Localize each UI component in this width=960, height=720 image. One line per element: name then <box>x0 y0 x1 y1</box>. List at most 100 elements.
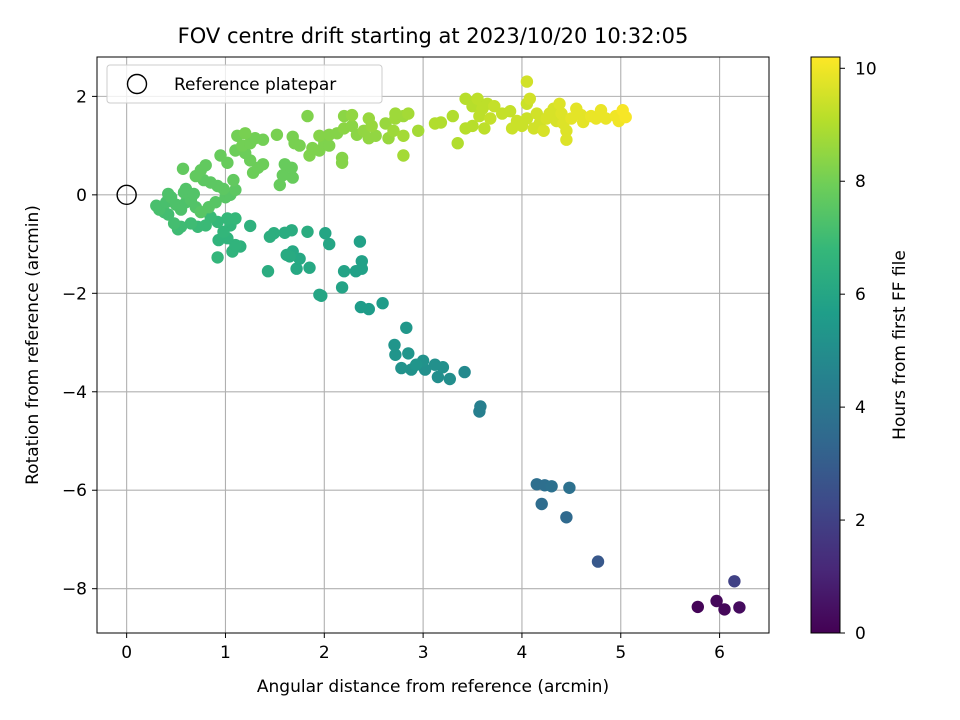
data-point <box>389 348 402 361</box>
data-points <box>150 75 746 616</box>
y-tick-label: 0 <box>76 186 87 206</box>
data-point <box>303 261 316 274</box>
reference-marker-group <box>116 184 137 206</box>
data-point <box>503 105 517 118</box>
colorbar-ticks: 0 2 4 6 8 10 <box>840 59 877 644</box>
data-point <box>591 555 605 568</box>
data-point <box>209 196 222 209</box>
data-point <box>400 321 413 334</box>
data-point <box>199 159 212 172</box>
data-point <box>335 281 349 294</box>
data-point <box>293 139 306 152</box>
data-point <box>211 251 224 264</box>
data-point <box>446 109 459 123</box>
colorbar-tick-label: 2 <box>855 511 866 531</box>
x-tick-label: 2 <box>319 643 330 663</box>
data-point <box>276 169 289 182</box>
x-tick-label: 1 <box>220 643 231 663</box>
colorbar-tick-label: 4 <box>855 398 866 418</box>
y-tick-label: −4 <box>62 383 87 403</box>
data-point <box>313 288 326 301</box>
data-point <box>484 112 497 125</box>
data-point <box>345 108 359 122</box>
data-point <box>263 230 277 243</box>
data-point <box>553 97 566 111</box>
data-point <box>176 162 190 175</box>
chart-title: FOV centre drift starting at 2023/10/20 … <box>178 24 689 48</box>
colorbar-tick-label: 10 <box>855 59 877 79</box>
data-point <box>397 129 410 142</box>
x-tick-label: 5 <box>615 643 626 663</box>
data-point <box>319 227 332 240</box>
data-point <box>505 122 519 135</box>
y-tick-label: −6 <box>62 481 87 501</box>
data-point <box>244 219 257 233</box>
data-point <box>227 173 240 187</box>
data-point <box>278 226 291 239</box>
x-tick-label: 6 <box>714 643 725 663</box>
y-tick-label: 2 <box>76 87 87 107</box>
data-point <box>395 361 408 375</box>
data-point <box>560 511 573 524</box>
data-point <box>362 112 375 125</box>
x-tick-label: 4 <box>517 643 528 663</box>
data-point <box>379 117 392 130</box>
data-point <box>733 601 746 614</box>
data-point <box>387 124 400 137</box>
data-point <box>150 199 163 212</box>
data-point <box>376 297 389 310</box>
data-point <box>520 75 534 88</box>
reference-platepar-marker <box>116 184 137 206</box>
data-point <box>530 107 543 120</box>
data-point <box>214 149 227 162</box>
data-point <box>285 161 298 174</box>
y-axis-label: Rotation from reference (arcmin) <box>23 205 43 485</box>
legend-label: Reference platepar <box>174 75 336 95</box>
data-point <box>451 137 464 150</box>
data-point <box>537 124 550 137</box>
data-point <box>256 158 270 171</box>
data-point <box>337 265 351 278</box>
x-axis-label: Angular distance from reference (arcmin) <box>257 677 609 697</box>
data-point <box>443 372 456 386</box>
data-point <box>354 300 368 314</box>
data-point <box>474 400 487 413</box>
data-point <box>718 603 731 616</box>
data-point <box>217 225 230 238</box>
data-point <box>410 358 423 371</box>
data-point <box>563 481 576 494</box>
data-point <box>313 129 326 142</box>
data-point <box>270 128 284 141</box>
colorbar <box>810 56 841 634</box>
data-point <box>286 171 299 184</box>
colorbar-tick-label: 8 <box>855 172 866 192</box>
data-point <box>710 594 723 608</box>
data-point <box>184 217 198 230</box>
data-point <box>434 116 448 129</box>
data-point <box>458 365 471 379</box>
data-point <box>402 347 415 360</box>
data-point <box>412 124 425 137</box>
data-point <box>388 338 401 352</box>
data-point <box>431 370 445 384</box>
data-point <box>335 156 349 169</box>
data-point <box>523 92 536 106</box>
data-point <box>353 235 367 248</box>
data-point <box>428 358 442 371</box>
data-point <box>280 248 293 262</box>
data-point <box>323 237 336 251</box>
data-point <box>466 119 479 133</box>
data-point <box>290 262 303 275</box>
data-point <box>545 480 558 493</box>
data-point <box>619 110 632 124</box>
axis-ticks: 0 1 2 3 4 5 6 −8 −6 −4 −2 0 2 <box>62 87 725 663</box>
data-point <box>239 127 252 140</box>
data-point <box>565 112 578 125</box>
x-tick-label: 0 <box>121 643 132 663</box>
data-point <box>167 217 181 230</box>
plot-frame <box>96 56 770 634</box>
data-point <box>261 265 275 278</box>
legend: Reference platepar <box>106 64 383 104</box>
legend-box <box>106 64 383 104</box>
